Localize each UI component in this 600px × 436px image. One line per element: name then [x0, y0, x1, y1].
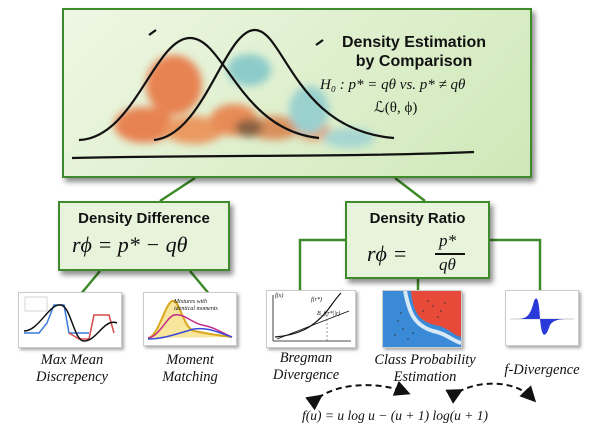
f-divergence-thumbnail — [505, 290, 579, 346]
footer-formula: f(u) = u log u − (u + 1) log(u + 1) — [302, 408, 489, 423]
density-curve-p — [78, 36, 320, 142]
teal-blob — [289, 86, 329, 134]
density-curve-q — [153, 28, 395, 142]
orange-blob — [164, 116, 224, 144]
connector-top-to-ratio — [394, 177, 426, 202]
hypothesis-formula: H₀ : p* = qθ vs. p* ≠ qθ — [320, 77, 466, 93]
density-difference-formula: rϕ = p* − qθ — [72, 232, 188, 257]
connector-ratio-right — [490, 238, 542, 290]
connector-diff-right — [189, 270, 211, 296]
tick-mark — [148, 29, 157, 36]
orange-blob — [114, 107, 174, 143]
orange-blob — [248, 116, 300, 140]
teal-blob — [323, 128, 375, 148]
arrow-left — [305, 380, 411, 411]
density-ratio-box: Density Ratio rϕ = p* qθ — [345, 201, 490, 279]
density-estimation-box: Density Estimation by Comparison H₀ : p*… — [62, 8, 532, 178]
density-ratio-lhs: rϕ = — [367, 241, 408, 266]
top-title-line1: Density Estimation — [341, 34, 487, 51]
bregman-thumbnail: f(x) f(r*) B_f(r*||r) — [266, 290, 356, 348]
orange-blob — [146, 55, 202, 115]
density-illustration — [71, 28, 475, 160]
density-ratio-numerator: p* — [439, 231, 456, 250]
class-probability-thumbnail — [382, 290, 462, 348]
loss-formula: ℒ(θ, ϕ) — [374, 100, 418, 116]
moment-matching-thumbnail: Mixtures with identical moments — [143, 292, 237, 346]
connector-ratio-left — [298, 238, 345, 290]
density-difference-title: Density Difference — [78, 210, 210, 227]
arrow-right — [445, 382, 537, 404]
baseline-axis — [71, 150, 475, 160]
method-label-mmd: Max Mean Discrepency — [36, 352, 108, 385]
connector-top-to-diff — [159, 176, 196, 203]
method-label-f-divergence: f-Divergence — [504, 362, 580, 378]
tick-mark — [315, 39, 324, 46]
method-label-bregman: Bregman Divergence — [272, 350, 340, 383]
density-ratio-title: Density Ratio — [369, 210, 466, 227]
dark-blob — [235, 119, 263, 137]
fraction-bar — [435, 253, 465, 255]
mmd-thumbnail — [18, 292, 122, 348]
density-ratio-denominator: qθ — [439, 255, 456, 274]
bregman-annotation: B_f(r*||r) — [317, 311, 341, 317]
top-title-line2: by Comparison — [355, 53, 473, 70]
method-label-moment-matching: Moment Matching — [162, 352, 218, 385]
moment-caption-line2: identical moments — [174, 306, 218, 312]
teal-blob — [227, 54, 271, 86]
connector-diff-left — [79, 270, 101, 296]
bregman-fy: f(x) — [275, 293, 284, 299]
density-difference-box: Density Difference rϕ = p* − qθ — [58, 201, 230, 271]
moment-caption-line1: Mixtures with — [174, 299, 207, 305]
bregman-fr: f(r*) — [311, 297, 322, 303]
